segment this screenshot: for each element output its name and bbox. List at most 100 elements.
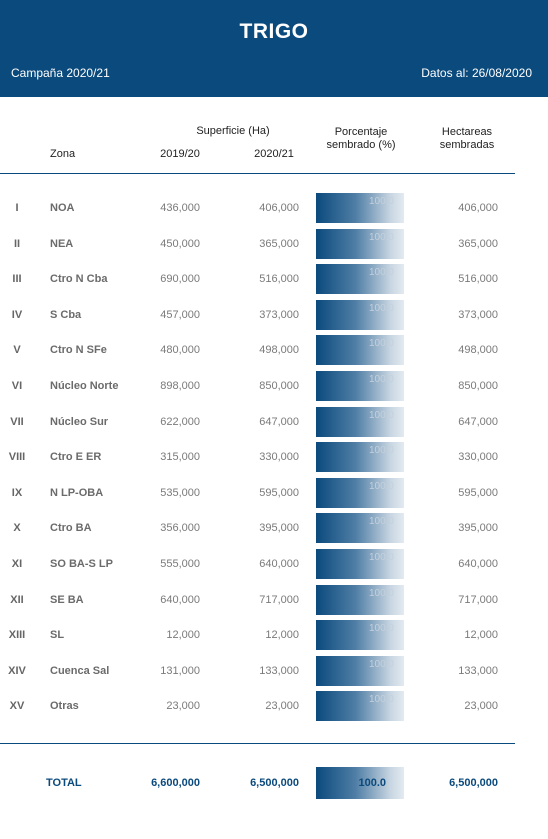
year-2019-header: 2019/20 [160,148,200,160]
superficie-header: Superficie (Ha) [196,125,270,137]
percentage-bar: 100.0 [316,655,404,686]
area-2019: 640,000 [160,593,200,606]
percentage-value: 100.0 [368,231,394,243]
table-row: II NEA 450,000 365,000 365,000 100.0 [0,228,548,259]
table-row: VIII Ctro E ER 315,000 330,000 330,000 100.0 [0,442,548,473]
percentage-bar: 100.0 [316,264,404,295]
zone-name: SL [50,629,65,642]
hectareas-sembradas: 133,000 [458,664,498,677]
zone-name: Ctro E ER [50,451,102,464]
total-percentage-bar: 100.0 [316,767,404,799]
percentage-bar: 100.0 [316,513,404,544]
area-2020: 516,000 [259,273,299,286]
percentage-value: 100.0 [368,658,394,670]
percentage-bar: 100.0 [316,477,404,508]
area-2020: 647,000 [259,415,299,428]
year-2020-header: 2020/21 [254,148,294,160]
zone-name: NOA [50,202,75,214]
percentage-value: 100.0 [368,374,394,385]
area-2020: 395,000 [259,522,299,535]
percentage-value: 100.0 [368,302,394,314]
hectareas-sembradas: 516,000 [458,273,498,286]
area-2019: 690,000 [160,273,200,286]
header-divider [0,173,515,174]
hectareas-sembradas: 330,000 [458,451,498,464]
hectareas-header-line1: Hectareas [441,126,493,138]
percentage-bar: 100.0 [316,193,404,223]
hectareas-sembradas: 640,000 [458,558,498,570]
hectareas-header-line2: sembradas [439,139,495,151]
hectareas-sembradas: 647,000 [458,415,498,428]
percentage-bar: 100.0 [316,620,404,651]
zone-name: NEA [50,237,74,250]
zone-number: IV [11,308,23,321]
zona-header: Zona [50,148,76,160]
area-2019: 23,000 [166,700,200,713]
area-2019: 436,000 [160,202,200,214]
total-percentage: 100.0 [358,777,386,789]
area-2020: 133,000 [259,664,299,677]
hectareas-sembradas: 850,000 [458,380,498,392]
zone-number: X [13,522,21,535]
zone-name: S Cba [50,308,82,321]
percentage-value: 100.0 [368,196,394,207]
percentage-bar: 100.0 [316,442,404,473]
area-2020: 373,000 [259,308,299,321]
area-2019: 555,000 [160,558,200,570]
percentage-bar: 100.0 [316,549,404,579]
area-2020: 12,000 [265,629,299,642]
area-2019: 315,000 [160,451,200,464]
porcentaje-header: Porcentaje sembrado (%) [316,126,406,152]
percentage-bar: 100.0 [316,584,404,615]
hectareas-sembradas: 717,000 [458,593,498,606]
porcentaje-header-line2: sembrado (%) [326,139,396,151]
area-2019: 480,000 [160,344,200,357]
zone-number: I [15,202,19,214]
total-hectareas: 6,500,000 [449,777,498,789]
hectareas-sembradas: 395,000 [458,522,498,535]
zone-number: IX [11,486,23,499]
table-row: VII Núcleo Sur 622,000 647,000 647,000 100.0 [0,406,548,437]
zone-number: XIV [8,664,26,677]
zone-number: VII [10,415,24,428]
total-2019: 6,600,000 [151,777,200,789]
table-row: III Ctro N Cba 690,000 516,000 516,000 100.0 [0,264,548,295]
header-banner: TRIGO Campaña 2020/21 Datos al: 26/08/20… [0,0,548,97]
hectareas-sembradas: 12,000 [464,629,498,642]
zone-name: Cuenca Sal [50,664,110,677]
zone-number: VIII [8,451,26,464]
hectareas-sembradas: 365,000 [458,237,498,250]
area-2020: 365,000 [259,237,299,250]
hectareas-sembradas: 373,000 [458,308,498,321]
percentage-value: 100.0 [368,480,394,492]
percentage-value: 100.0 [368,338,394,350]
percentage-value: 100.0 [368,409,394,421]
area-2019: 450,000 [160,237,200,250]
zone-name: Ctro N SFe [50,344,107,357]
area-2019: 12,000 [166,629,200,642]
zone-name: N LP-OBA [50,486,104,499]
hectareas-header: Hectareas sembradas [422,126,512,152]
area-2020: 640,000 [259,558,299,570]
zone-name: Núcleo Norte [50,380,119,392]
table-row: I NOA 436,000 406,000 406,000 100.0 [0,193,548,223]
area-2019: 898,000 [160,380,200,392]
area-2020: 330,000 [259,451,299,464]
percentage-bar: 100.0 [316,299,404,330]
zone-number: II [13,237,21,250]
zone-name: SO BA-S LP [50,558,113,570]
table-row: XV Otras 23,000 23,000 23,000 100.0 [0,691,548,722]
zone-name: SE BA [50,593,84,606]
table-row: IV S Cba 457,000 373,000 373,000 100.0 [0,299,548,330]
hectareas-sembradas: 595,000 [458,486,498,499]
area-2020: 717,000 [259,593,299,606]
table-row: X Ctro BA 356,000 395,000 395,000 100.0 [0,513,548,544]
hectareas-sembradas: 498,000 [458,344,498,357]
area-2020: 23,000 [265,700,299,713]
zone-number: XI [11,558,23,570]
percentage-value: 100.0 [368,694,394,706]
area-2019: 131,000 [160,664,200,677]
zone-number: XII [10,593,24,606]
total-divider [0,743,515,744]
zone-number: XV [9,700,25,713]
